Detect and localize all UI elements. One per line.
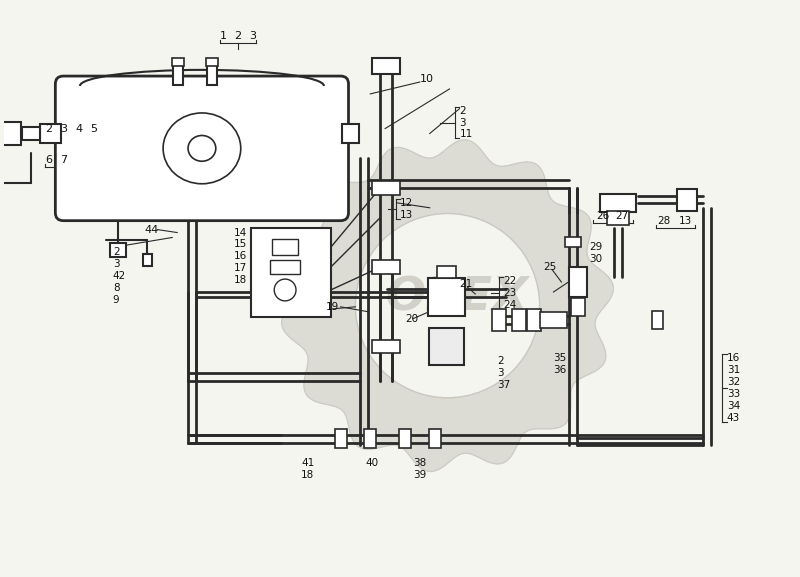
Bar [342, 123, 359, 144]
Text: 12: 12 [400, 198, 414, 208]
Bar [372, 260, 400, 274]
Bar [142, 254, 153, 266]
Text: 38: 38 [413, 458, 426, 469]
Text: 4: 4 [75, 123, 82, 133]
Ellipse shape [188, 136, 216, 161]
Bar [39, 123, 62, 144]
Bar [437, 266, 457, 278]
Text: 3: 3 [497, 368, 504, 378]
Text: 23: 23 [503, 288, 516, 298]
Text: 29: 29 [589, 242, 602, 252]
Bar [334, 429, 346, 448]
Text: 2: 2 [459, 106, 466, 116]
Text: 6: 6 [46, 155, 53, 165]
Bar [571, 298, 585, 316]
Bar [272, 239, 298, 256]
Text: 22: 22 [503, 276, 516, 286]
Text: 34: 34 [727, 401, 740, 411]
Text: 13: 13 [679, 216, 693, 226]
Bar [512, 309, 526, 331]
Bar [526, 309, 541, 331]
Bar [678, 189, 697, 211]
Text: 27: 27 [615, 211, 628, 221]
Bar [399, 429, 411, 448]
Text: 21: 21 [459, 279, 473, 289]
Text: 37: 37 [497, 380, 510, 390]
Bar [372, 58, 400, 74]
Bar [270, 260, 300, 274]
Text: 18: 18 [234, 275, 247, 285]
Text: 2: 2 [497, 356, 504, 366]
Bar [207, 63, 217, 85]
Text: 7: 7 [60, 155, 67, 165]
Bar [540, 312, 567, 328]
Text: 26: 26 [596, 211, 610, 221]
Text: OPEX: OPEX [386, 275, 529, 320]
Bar [492, 309, 506, 331]
Circle shape [274, 279, 296, 301]
Bar [172, 58, 184, 66]
Text: 33: 33 [727, 389, 740, 399]
Text: 13: 13 [400, 209, 414, 220]
Text: 17: 17 [234, 263, 247, 273]
Text: 9: 9 [113, 295, 119, 305]
Text: 2: 2 [46, 123, 53, 133]
Bar [372, 181, 400, 195]
Bar [428, 278, 466, 316]
Text: 3: 3 [60, 123, 67, 133]
Text: 43: 43 [727, 413, 740, 423]
Polygon shape [282, 140, 614, 471]
Bar [364, 429, 376, 448]
Bar [174, 63, 183, 85]
Text: 20: 20 [405, 314, 418, 324]
Text: 35: 35 [554, 353, 566, 364]
Text: 5: 5 [90, 123, 97, 133]
Text: 10: 10 [420, 74, 434, 84]
Text: 2: 2 [113, 248, 119, 257]
FancyBboxPatch shape [55, 76, 349, 220]
Text: 39: 39 [413, 470, 426, 480]
Text: 19: 19 [326, 302, 339, 312]
Text: 3: 3 [250, 32, 257, 42]
Ellipse shape [163, 113, 241, 183]
Text: 1: 1 [220, 32, 226, 42]
Text: 2: 2 [234, 32, 242, 42]
Text: 44: 44 [145, 224, 158, 235]
Text: 24: 24 [503, 300, 516, 310]
Text: 16: 16 [727, 353, 740, 364]
Text: 36: 36 [554, 365, 566, 375]
Bar [429, 429, 441, 448]
Text: 14: 14 [234, 227, 247, 238]
Bar [430, 328, 464, 365]
Text: 42: 42 [113, 271, 126, 281]
Circle shape [355, 213, 540, 398]
Bar [1, 122, 21, 145]
Text: 32: 32 [727, 377, 740, 387]
Text: 40: 40 [366, 458, 378, 469]
Bar [570, 267, 587, 297]
Bar [607, 211, 629, 224]
Bar [651, 311, 663, 329]
Text: 3: 3 [113, 259, 119, 269]
Bar [251, 227, 330, 317]
Text: 15: 15 [234, 239, 247, 249]
Text: 18: 18 [301, 470, 314, 480]
Text: 28: 28 [658, 216, 670, 226]
Text: 11: 11 [459, 129, 473, 140]
Text: 8: 8 [113, 283, 119, 293]
Bar [600, 194, 636, 212]
Text: 25: 25 [544, 262, 557, 272]
Text: 30: 30 [589, 254, 602, 264]
Text: 31: 31 [727, 365, 740, 375]
Text: 16: 16 [234, 252, 247, 261]
Bar [566, 238, 582, 248]
Text: 3: 3 [459, 118, 466, 128]
Bar [372, 339, 400, 353]
Bar [206, 58, 218, 66]
Bar [110, 243, 126, 257]
Bar [22, 126, 39, 140]
Text: 41: 41 [301, 458, 314, 469]
